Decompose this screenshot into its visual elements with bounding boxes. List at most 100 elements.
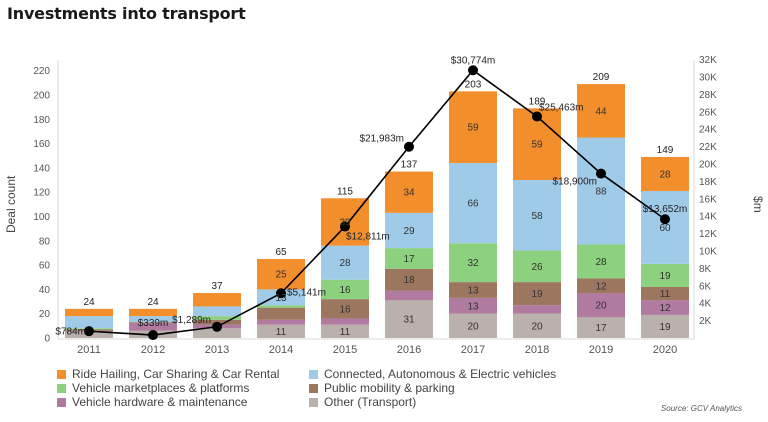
y2-tick-label: 28K (699, 90, 717, 101)
legend-swatch (57, 383, 66, 393)
axes: 0 20 40 60 80 100 120 140 160 180 200 220 2K 4K 6K 8K 10… (4, 55, 765, 356)
segment-value-label: 13 (467, 286, 479, 297)
segment-value-label: 17 (595, 323, 607, 334)
legend-item: Other (Transport) (309, 395, 609, 409)
segment-value-label: 19 (531, 289, 543, 300)
segment-value-label: 28 (595, 257, 607, 268)
segment-value-label: 59 (467, 123, 479, 134)
segment-value-label: 16 (339, 304, 351, 315)
total-label: 37 (211, 281, 223, 292)
x-tick-label: 2014 (269, 344, 293, 356)
bar-segment (385, 290, 433, 301)
bar-segment (449, 163, 497, 244)
y-tick-label: 20 (39, 309, 51, 320)
bar-segment (321, 318, 369, 325)
legend-label: Connected, Autonomous & Electric vehicle… (324, 367, 557, 381)
bar-segment (449, 282, 497, 298)
investment-value-label: $784m (55, 327, 86, 338)
segment-value-label: 11 (276, 327, 287, 338)
y2-tick-label: 30K (699, 73, 717, 84)
segment-value-label: 34 (403, 188, 415, 199)
segment-value-label: 17 (403, 254, 415, 265)
bar-segment (641, 156, 689, 191)
total-label: 115 (337, 186, 353, 197)
bar-segment (641, 190, 689, 264)
total-label: 65 (275, 247, 287, 258)
legend-item: Public mobility & parking (309, 381, 609, 395)
investment-value-label: $5,141m (287, 287, 326, 298)
investment-point (276, 288, 286, 299)
legend-item: Vehicle hardware & maintenance (57, 395, 309, 409)
y-tick-label: 40 (39, 285, 51, 296)
segment-value-label: 13 (467, 301, 479, 312)
segment-value-label: 18 (403, 275, 415, 286)
y-tick-label: 0 (44, 334, 50, 345)
x-tick-label: 2017 (461, 344, 485, 356)
bar-segment (129, 323, 177, 331)
legend-swatch (309, 397, 318, 407)
bar-segment (513, 305, 561, 314)
bar-segment (449, 243, 497, 283)
legend-label: Other (Transport) (324, 395, 417, 409)
segment-value-label: 19 (659, 271, 671, 282)
segment-value-label: 26 (531, 262, 543, 273)
bar-segment (321, 245, 369, 280)
y-tick-label: 120 (33, 188, 50, 199)
y2-tick-label: 26K (699, 107, 717, 118)
bar-segment (193, 316, 241, 320)
x-tick-label: 2018 (525, 344, 549, 356)
legend-item: Vehicle marketplaces & platforms (57, 381, 309, 395)
investment-value-label: $12,811m (346, 232, 390, 243)
bar-segment (129, 322, 177, 324)
bar-segment (513, 282, 561, 306)
segment-value-label: 31 (403, 315, 415, 326)
y2-tick-label: 16K (699, 194, 717, 205)
investment-point (340, 221, 350, 232)
investment-point (148, 330, 158, 341)
y2-tick-label: 10K (699, 247, 717, 258)
bar-segment (193, 328, 241, 338)
investment-value-label: $21,983m (360, 134, 404, 145)
investment-value-label: $13,652m (643, 204, 687, 215)
bar-segment (385, 300, 433, 338)
legend-swatch (57, 397, 66, 407)
legend-label: Vehicle marketplaces & platforms (72, 381, 250, 395)
bar-segment (129, 308, 177, 317)
investment-point (596, 168, 606, 179)
bar-segment (577, 84, 625, 138)
segment-value-label: 12 (595, 281, 607, 292)
segment-value-label: 12 (659, 303, 671, 314)
investment-value-label: $1,289m (172, 315, 211, 326)
segment-value-label: 11 (660, 289, 671, 300)
y-tick-label: 60 (39, 261, 51, 272)
x-tick-label: 2016 (397, 344, 421, 356)
x-tick-label: 2019 (589, 344, 613, 356)
total-label: 149 (657, 145, 674, 156)
segment-value-label: 20 (595, 301, 607, 312)
investment-point (532, 111, 542, 122)
bar-segment (577, 137, 625, 245)
bar-segment (641, 286, 689, 301)
y-tick-label: 200 (33, 91, 50, 102)
legend-swatch (57, 369, 66, 379)
segment-value-label: 19 (659, 322, 671, 333)
bar-segment (257, 307, 305, 320)
x-tick-label: 2015 (333, 344, 357, 356)
y-tick-label: 220 (33, 66, 50, 77)
y2-tick-label: 6K (699, 281, 712, 292)
x-tick-label: 2013 (205, 344, 229, 356)
legend-label: Vehicle hardware & maintenance (72, 395, 248, 409)
segment-value-label: 60 (659, 223, 671, 234)
x-tick-label: 2011 (77, 344, 101, 356)
y2-tick-label: 22K (699, 142, 717, 153)
investment-point (468, 65, 478, 76)
total-label: 209 (593, 72, 610, 83)
y2-axis-title: $m (751, 196, 765, 213)
investment-point (212, 321, 222, 332)
data-labels: 24 24 37 11 13 25 65 11 16 16 28 39 115 31 18 17 29 34 137… (55, 55, 687, 338)
y2-tick-label: 20K (699, 160, 717, 171)
segment-value-label: 59 (531, 140, 543, 151)
total-label: 24 (147, 297, 159, 308)
bar-segment (385, 171, 433, 213)
